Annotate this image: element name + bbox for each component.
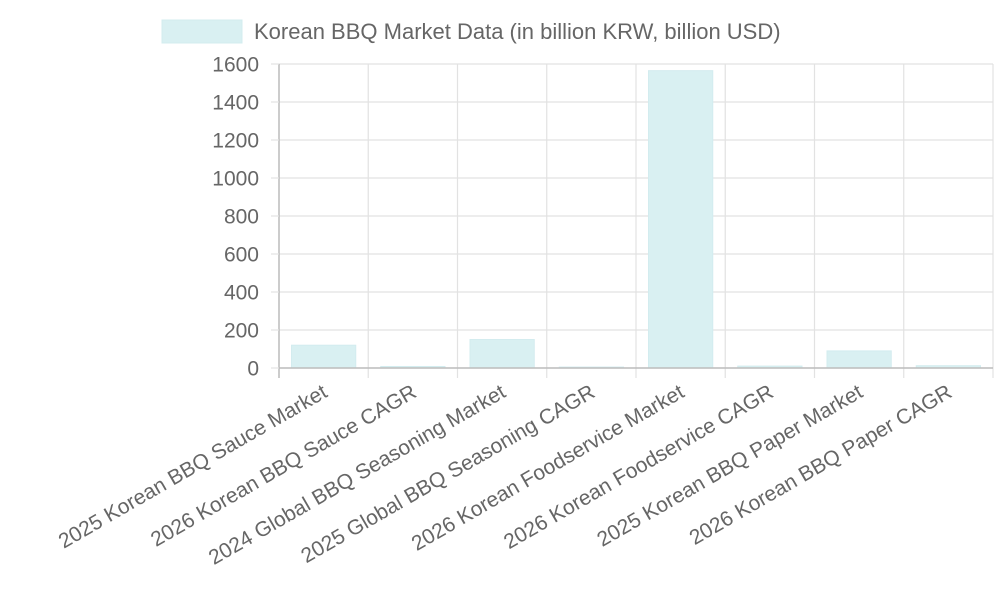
bar[interactable] xyxy=(290,344,357,369)
y-axis-ticks: 0 200 400 600 800 1000 1200 1400 1600 xyxy=(212,54,279,381)
y-tick-label: 800 xyxy=(224,206,259,229)
y-tick-label: 200 xyxy=(224,320,259,343)
legend-label: Korean BBQ Market Data (in billion KRW, … xyxy=(254,19,781,44)
y-tick-label: 1400 xyxy=(212,92,259,115)
legend-swatch xyxy=(161,19,243,44)
y-tick-label: 0 xyxy=(247,358,259,381)
bar[interactable] xyxy=(647,70,714,369)
y-tick-label: 1600 xyxy=(212,54,259,77)
y-tick-label: 600 xyxy=(224,244,259,267)
legend[interactable]: Korean BBQ Market Data (in billion KRW, … xyxy=(161,19,781,44)
axes xyxy=(278,64,993,378)
y-tick-label: 1200 xyxy=(212,130,259,153)
bar[interactable] xyxy=(469,339,535,369)
y-tick-label: 1000 xyxy=(212,168,259,191)
bar[interactable] xyxy=(826,350,892,369)
bars xyxy=(290,70,982,369)
y-tick-label: 400 xyxy=(224,282,259,305)
grid-lines xyxy=(278,63,994,378)
